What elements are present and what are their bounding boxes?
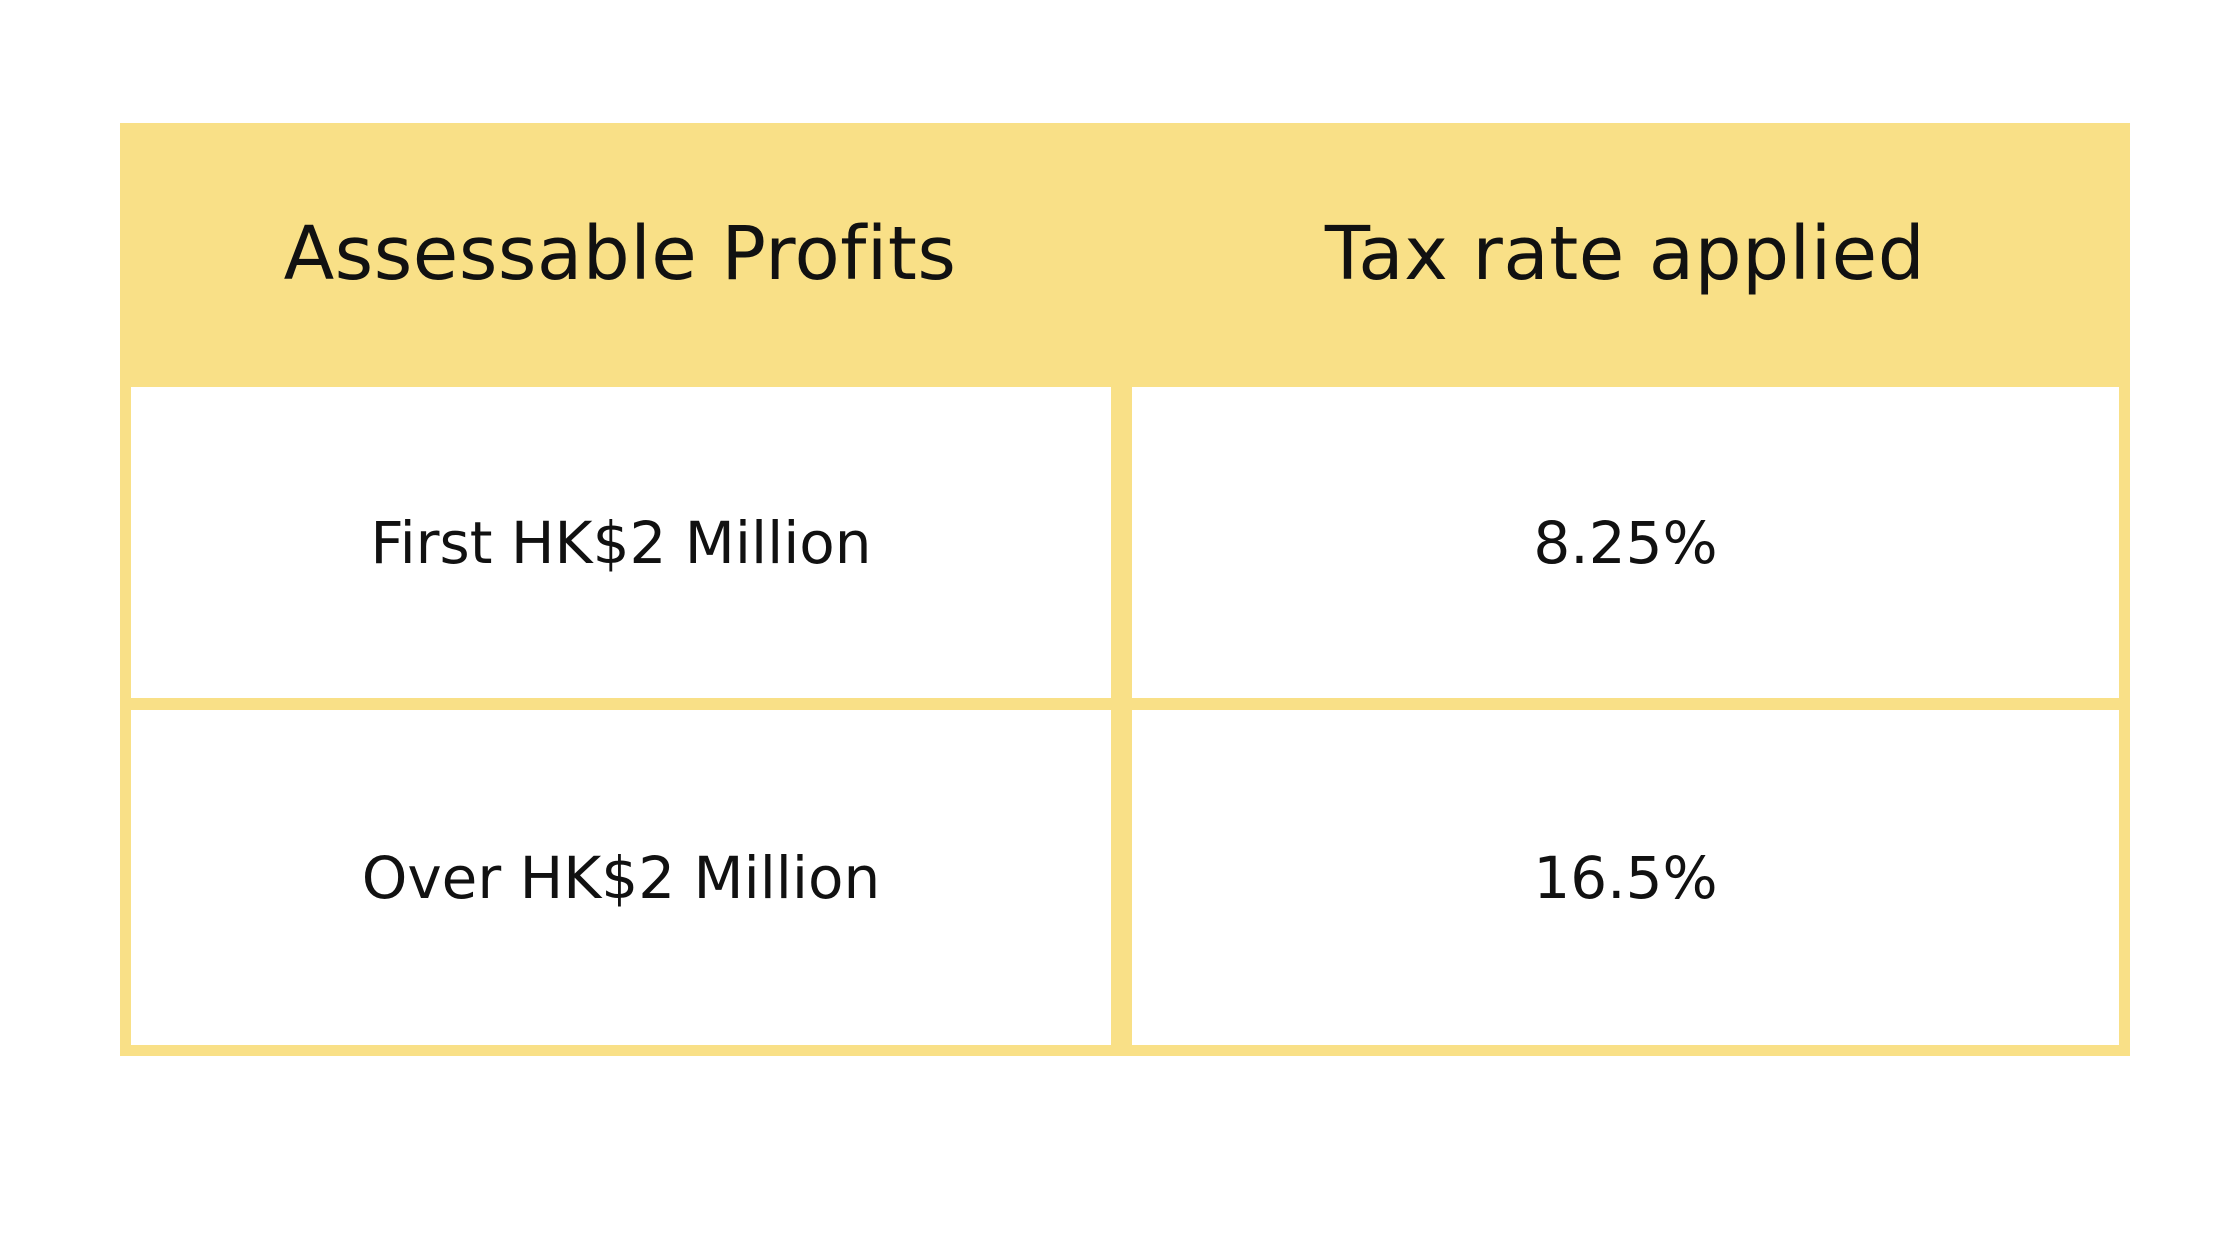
header-tax-rate-applied: Tax rate applied (1324, 211, 1926, 297)
table-row-2-rate-cell: 16.5% (1132, 710, 2119, 1045)
table-header-row: Assessable Profits Tax rate applied (120, 123, 2130, 385)
table-row-1-profits-cell: First HK$2 Million (131, 387, 1111, 698)
table-row-1-rate-cell: 8.25% (1132, 387, 2119, 698)
table-row-2-profits-cell: Over HK$2 Million (131, 710, 1111, 1045)
header-assessable-profits: Assessable Profits (283, 211, 957, 297)
tax-rate-table: Assessable Profits Tax rate applied Firs… (120, 123, 2130, 1056)
